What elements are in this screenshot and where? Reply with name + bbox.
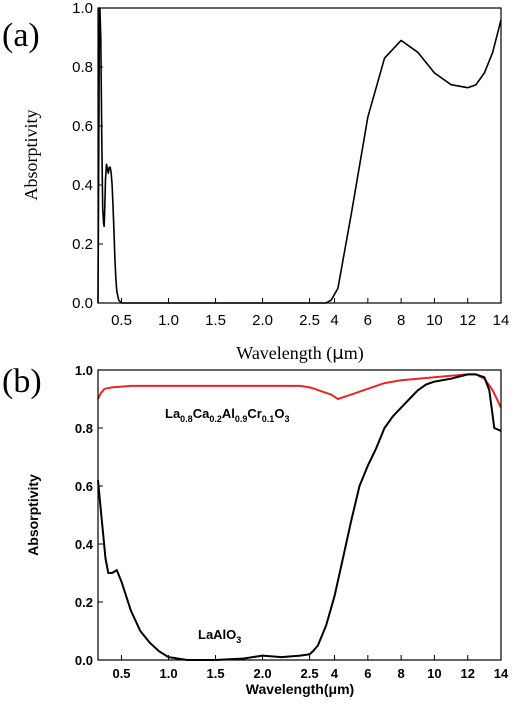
y-tick-label: 0.0 bbox=[75, 653, 93, 668]
y-tick-label: 0.0 bbox=[72, 295, 93, 312]
x-tick-label: 10 bbox=[426, 312, 443, 329]
x-tick-label: 8 bbox=[398, 666, 405, 681]
panel-b-label: (b) bbox=[2, 363, 42, 400]
x-tick-label: 8 bbox=[397, 312, 405, 329]
x-tick-label: 0.5 bbox=[111, 312, 132, 329]
panel-b: (b) 0.5 1.0 1.5 2.0 2.5 4 6 8 10 12 14 0.0 0.2 0.4 0.6… bbox=[2, 363, 509, 697]
x-tick-label: 10 bbox=[427, 666, 441, 681]
panel-a-frame bbox=[97, 7, 502, 304]
x-tick-label: 2.0 bbox=[252, 312, 273, 329]
panel-b-xlabel: Wavelength(μm) bbox=[246, 681, 354, 697]
x-tick-label: 4 bbox=[331, 666, 339, 681]
x-tick-label: 1.5 bbox=[207, 666, 225, 681]
x-tick-label: 14 bbox=[494, 666, 509, 681]
series-label-doped: La0.8Ca0.2Al0.9Cr0.1O3 bbox=[165, 406, 289, 424]
x-tick-label: 14 bbox=[493, 312, 510, 329]
x-tick-label: 6 bbox=[364, 666, 371, 681]
y-tick-label: 0.2 bbox=[72, 236, 93, 253]
series-line-1 bbox=[97, 373, 502, 409]
y-tick-label: 1.0 bbox=[75, 363, 93, 378]
x-tick-label: 12 bbox=[460, 666, 474, 681]
panel-a-xlabel: Wavelength (μm) bbox=[236, 343, 363, 364]
panel-a-label: (a) bbox=[2, 17, 40, 54]
panel-a-ticks: 0.5 1.0 1.5 2.0 2.5 4 6 8 10 12 14 0.0 0.2 0.4 0.6 0.8 1… bbox=[72, 0, 509, 329]
x-tick-label: 2.5 bbox=[299, 312, 320, 329]
y-tick-label: 0.4 bbox=[75, 537, 94, 552]
panel-a-series bbox=[97, 7, 502, 304]
series-line-2 bbox=[97, 373, 502, 661]
x-tick-label: 1.0 bbox=[158, 312, 179, 329]
y-tick-label: 0.2 bbox=[75, 595, 93, 610]
panel-a: (a) 0.5 1.0 1.5 2.0 2.5 4 6 8 10 12 14 0.0 0.2 0.4 0.6… bbox=[2, 0, 509, 364]
y-tick-label: 0.8 bbox=[75, 421, 93, 436]
panel-b-ticks: 0.5 1.0 1.5 2.0 2.5 4 6 8 10 12 14 0.0 0.2 0.4 0.6 0.8 1… bbox=[75, 363, 509, 681]
x-tick-label: 2.5 bbox=[301, 666, 319, 681]
series-label-laalo3: LaAlO3 bbox=[198, 627, 241, 645]
panel-b-series bbox=[97, 373, 502, 661]
x-tick-label: 0.5 bbox=[112, 666, 130, 681]
x-tick-label: 4 bbox=[330, 312, 338, 329]
y-tick-label: 0.4 bbox=[72, 177, 93, 194]
panel-b-frame bbox=[97, 369, 502, 661]
panel-a-ylabel: Absorptivity bbox=[21, 109, 41, 200]
y-tick-label: 1.0 bbox=[72, 0, 93, 17]
y-tick-label: 0.8 bbox=[72, 59, 93, 76]
x-tick-label: 2.0 bbox=[254, 666, 272, 681]
x-tick-label: 1.0 bbox=[159, 666, 177, 681]
x-tick-label: 12 bbox=[459, 312, 476, 329]
x-tick-label: 1.5 bbox=[205, 312, 226, 329]
x-tick-label: 6 bbox=[364, 312, 372, 329]
y-tick-label: 0.6 bbox=[72, 118, 93, 135]
y-tick-label: 0.6 bbox=[75, 479, 93, 494]
series-line-1 bbox=[97, 7, 502, 304]
panel-b-ylabel: Absorptivity bbox=[25, 474, 41, 556]
